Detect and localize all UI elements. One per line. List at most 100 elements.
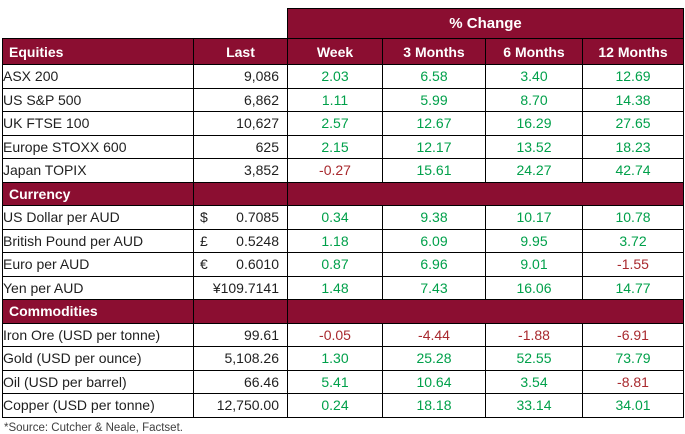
section-label: Commodities — [2, 299, 194, 324]
pct-3-months: 12.67 — [382, 111, 486, 136]
pct-12-months: 3.72 — [581, 228, 685, 253]
pct-6-months: 16.06 — [485, 275, 583, 300]
last-price: 0.7085 — [236, 209, 279, 226]
pct-week: 5.41 — [287, 369, 383, 394]
table-row-euro-per-aud: Euro per AUD €0.6010 0.87 6.96 9.01 -1.5… — [2, 252, 685, 277]
instrument-name: US S&P 500 — [2, 87, 194, 112]
last-price-cell: ¥109.7141 — [193, 275, 288, 300]
instrument-name: Copper (USD per tonne) — [2, 393, 194, 418]
last-price: ¥109.7141 — [212, 279, 279, 296]
col-header-3-months: 3 Months — [382, 38, 486, 65]
instrument-name: Oil (USD per barrel) — [2, 369, 194, 394]
pct-week: 1.18 — [287, 228, 383, 253]
pct-week: 2.57 — [287, 111, 383, 136]
pct-6-months: 3.40 — [485, 64, 583, 89]
instrument-name: UK FTSE 100 — [2, 111, 194, 136]
section-header-filler — [286, 299, 685, 324]
pct-6-months: 3.54 — [485, 369, 583, 394]
instrument-name: Iron Ore (USD per tonne) — [2, 322, 194, 347]
pct-3-months: 6.96 — [382, 252, 486, 277]
last-price-cell: €0.6010 — [193, 252, 288, 277]
pct-12-months: 42.74 — [581, 158, 685, 183]
instrument-name: ASX 200 — [2, 64, 194, 89]
pct-12-months: 14.38 — [581, 87, 685, 112]
table-row-europe-stoxx-600: Europe STOXX 600 625 2.15 12.17 13.52 18… — [2, 134, 685, 159]
pct-12-months: 10.78 — [581, 205, 685, 230]
last-price-cell: £0.5248 — [193, 228, 288, 253]
pct-12-months: 73.79 — [581, 346, 685, 371]
pct-12-months: 12.69 — [581, 64, 685, 89]
last-price-cell: 66.46 — [193, 369, 288, 394]
source-note: *Source: Cutcher & Neale, Factset. — [4, 421, 183, 434]
last-price: 12,750.00 — [216, 397, 279, 414]
pct-change-header-row: % Change — [2, 8, 685, 39]
last-price: 99.61 — [243, 326, 279, 343]
pct-6-months: 33.14 — [485, 393, 583, 418]
col-header-6-months: 6 Months — [485, 38, 583, 65]
pct-3-months: 9.38 — [382, 205, 486, 230]
col-header-equities: Equities — [2, 38, 194, 65]
table-row-iron-ore: Iron Ore (USD per tonne) 99.61 -0.05 -4.… — [2, 322, 685, 347]
table-row-gold: Gold (USD per ounce) 5,108.26 1.30 25.28… — [2, 346, 685, 371]
section-header-filler — [193, 299, 288, 324]
table-row-uk-ftse-100: UK FTSE 100 10,627 2.57 12.67 16.29 27.6… — [2, 111, 685, 136]
pct-week: 1.30 — [287, 346, 383, 371]
last-price-cell: 99.61 — [193, 322, 288, 347]
table-row-oil: Oil (USD per barrel) 66.46 5.41 10.64 3.… — [2, 369, 685, 394]
pct-3-months: 15.61 — [382, 158, 486, 183]
last-price: 5,108.26 — [224, 350, 280, 367]
last-price-cell: 5,108.26 — [193, 346, 288, 371]
last-price: 10,627 — [236, 115, 279, 132]
pct-12-months: 34.01 — [581, 393, 685, 418]
table-row-us-sp-500: US S&P 500 6,862 1.11 5.99 8.70 14.38 — [2, 87, 685, 112]
pct-12-months: -8.81 — [581, 369, 685, 394]
pct-change-header: % Change — [286, 8, 685, 39]
pct-week: -0.27 — [287, 158, 383, 183]
last-price: 6,862 — [243, 91, 279, 108]
pct-3-months: 5.99 — [382, 87, 486, 112]
pct-6-months: 24.27 — [485, 158, 583, 183]
pct-3-months: 18.18 — [382, 393, 486, 418]
pct-week: -0.05 — [287, 322, 383, 347]
table-row-yen-per-aud: Yen per AUD ¥109.7141 1.48 7.43 16.06 14… — [2, 275, 685, 300]
pct-3-months: 7.43 — [382, 275, 486, 300]
last-price-cell: $0.7085 — [193, 205, 288, 230]
pct-12-months: 14.77 — [581, 275, 685, 300]
instrument-name: Euro per AUD — [2, 252, 194, 277]
pct-3-months: 12.17 — [382, 134, 486, 159]
pct-6-months: 10.17 — [485, 205, 583, 230]
instrument-name: British Pound per AUD — [2, 228, 194, 253]
pct-week: 1.48 — [287, 275, 383, 300]
table-row-asx-200: ASX 200 9,086 2.03 6.58 3.40 12.69 — [2, 64, 685, 89]
currency-symbol: £ — [200, 232, 208, 249]
last-price: 625 — [255, 138, 279, 155]
blank-corner — [2, 8, 288, 39]
last-price: 3,852 — [243, 162, 279, 179]
pct-3-months: 25.28 — [382, 346, 486, 371]
last-price-cell: 12,750.00 — [193, 393, 288, 418]
last-price: 9,086 — [243, 68, 279, 85]
last-price-cell: 9,086 — [193, 64, 288, 89]
pct-6-months: 8.70 — [485, 87, 583, 112]
last-price: 0.5248 — [236, 232, 279, 249]
instrument-name: US Dollar per AUD — [2, 205, 194, 230]
pct-12-months: 18.23 — [581, 134, 685, 159]
pct-12-months: -6.91 — [581, 322, 685, 347]
market-summary-table: % Change Equities Last Week 3 Months 6 M… — [2, 8, 685, 418]
pct-6-months: 9.95 — [485, 228, 583, 253]
pct-6-months: -1.88 — [485, 322, 583, 347]
pct-3-months: -4.44 — [382, 322, 486, 347]
section-label: Currency — [2, 181, 194, 206]
instrument-name: Yen per AUD — [2, 275, 194, 300]
last-price: 66.46 — [243, 373, 279, 390]
instrument-name: Europe STOXX 600 — [2, 134, 194, 159]
section-header-filler — [193, 181, 288, 206]
instrument-name: Japan TOPIX — [2, 158, 194, 183]
pct-12-months: 27.65 — [581, 111, 685, 136]
table-row-us-dollar-per-aud: US Dollar per AUD $0.7085 0.34 9.38 10.1… — [2, 205, 685, 230]
last-price-cell: 6,862 — [193, 87, 288, 112]
last-price-cell: 625 — [193, 134, 288, 159]
last-price-cell: 10,627 — [193, 111, 288, 136]
pct-week: 0.24 — [287, 393, 383, 418]
